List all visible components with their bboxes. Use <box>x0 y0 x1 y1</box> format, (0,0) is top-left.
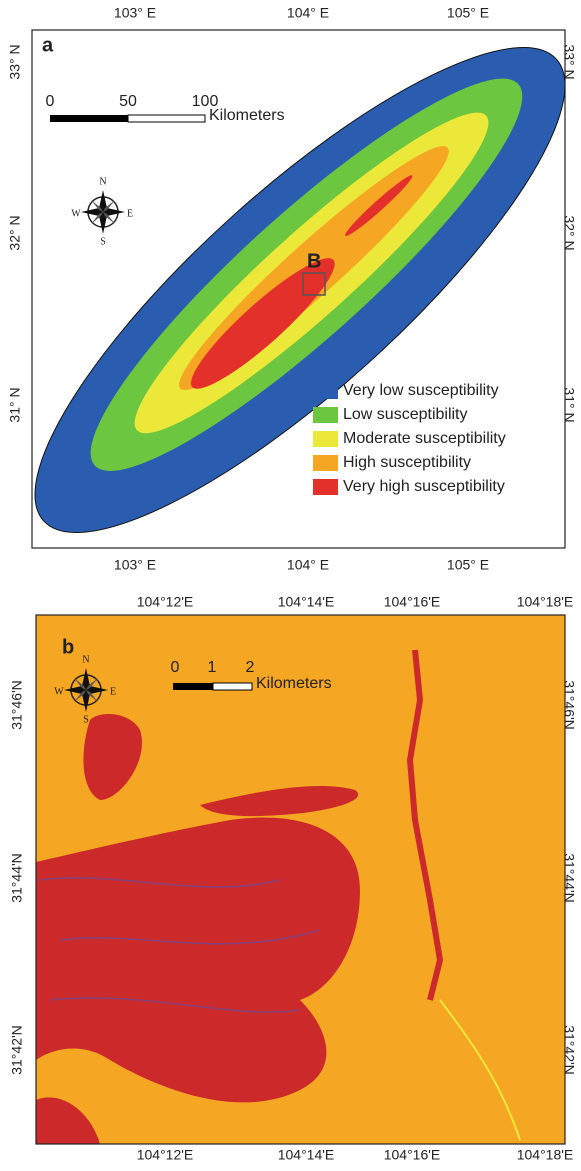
lat-label: 31°44'N <box>561 853 577 903</box>
lat-label: 31°42'N <box>9 1025 25 1075</box>
lat-label: 31°46'N <box>561 680 577 730</box>
panel-a: B a 0 50 100 Kilometers N S E W Very low… <box>31 29 566 549</box>
lat-label: 32° N <box>561 215 577 250</box>
scale-bar <box>127 114 206 123</box>
compass-s: S <box>100 236 106 247</box>
lon-label: 104°16'E <box>384 594 441 610</box>
lon-label: 104°14'E <box>278 1147 335 1163</box>
lon-label: 104°12'E <box>137 1147 194 1163</box>
inset-box <box>302 272 326 296</box>
lon-label: 105° E <box>447 557 489 573</box>
compass-w: W <box>71 208 81 219</box>
legend-label: Very low susceptibility <box>343 382 499 399</box>
compass-w: W <box>54 686 64 697</box>
map-b <box>36 615 565 1144</box>
scale-bar <box>173 683 213 690</box>
lon-label: 104°16'E <box>384 1147 441 1163</box>
lat-label: 32° N <box>7 215 23 250</box>
scale-tick: 1 <box>208 659 217 676</box>
compass-e: E <box>127 208 133 219</box>
lat-label: 33° N <box>561 44 577 79</box>
lon-label: 104°18'E <box>517 1147 574 1163</box>
lat-label: 31°42'N <box>561 1025 577 1075</box>
compass: N S E W <box>54 654 116 725</box>
legend-swatch <box>313 455 338 471</box>
lon-label: 104° E <box>287 5 329 21</box>
lon-label: 104°18'E <box>517 594 574 610</box>
legend-swatch <box>313 383 338 399</box>
legend-label: High susceptibility <box>343 454 471 471</box>
legend-swatch <box>313 407 338 423</box>
legend-label: Very high susceptibility <box>343 478 505 495</box>
lon-label: 105° E <box>447 5 489 21</box>
scale-tick: 0 <box>46 93 55 110</box>
scale-tick: 50 <box>119 93 137 110</box>
legend-label: Low susceptibility <box>343 406 468 423</box>
scale-bar <box>212 682 253 691</box>
lat-label: 31° N <box>7 387 23 422</box>
panel-label: a <box>42 34 54 56</box>
lat-label: 31° N <box>561 387 577 422</box>
legend-label: Moderate susceptibility <box>343 430 506 447</box>
compass-n: N <box>82 654 89 665</box>
compass: N S E W <box>71 176 133 247</box>
panel-b: b 0 1 2 Kilometers N S E W <box>35 614 566 1145</box>
lon-label: 104°14'E <box>278 594 335 610</box>
frame <box>35 614 566 1145</box>
compass-n: N <box>99 176 106 187</box>
scale-unit: Kilometers <box>209 107 285 124</box>
scale-tick: 100 <box>192 93 219 110</box>
panel-label: b <box>62 636 74 658</box>
lon-label: 104° E <box>287 557 329 573</box>
lon-label: 103° E <box>114 5 156 21</box>
lat-label: 31°44'N <box>9 853 25 903</box>
legend-swatch <box>313 479 338 495</box>
scale-tick: 0 <box>171 659 180 676</box>
scale-bar <box>50 115 128 122</box>
lat-label: 33° N <box>7 44 23 79</box>
legend-swatch <box>313 431 338 447</box>
lon-label: 104°12'E <box>137 594 194 610</box>
compass-s: S <box>83 714 89 725</box>
scale-tick: 2 <box>246 659 255 676</box>
lon-label: 103° E <box>114 557 156 573</box>
scale-unit: Kilometers <box>256 675 332 692</box>
lat-label: 31°46'N <box>9 680 25 730</box>
compass-e: E <box>110 686 116 697</box>
inset-label: B <box>307 250 321 272</box>
legend: Very low susceptibility Low susceptibilit… <box>313 382 506 495</box>
